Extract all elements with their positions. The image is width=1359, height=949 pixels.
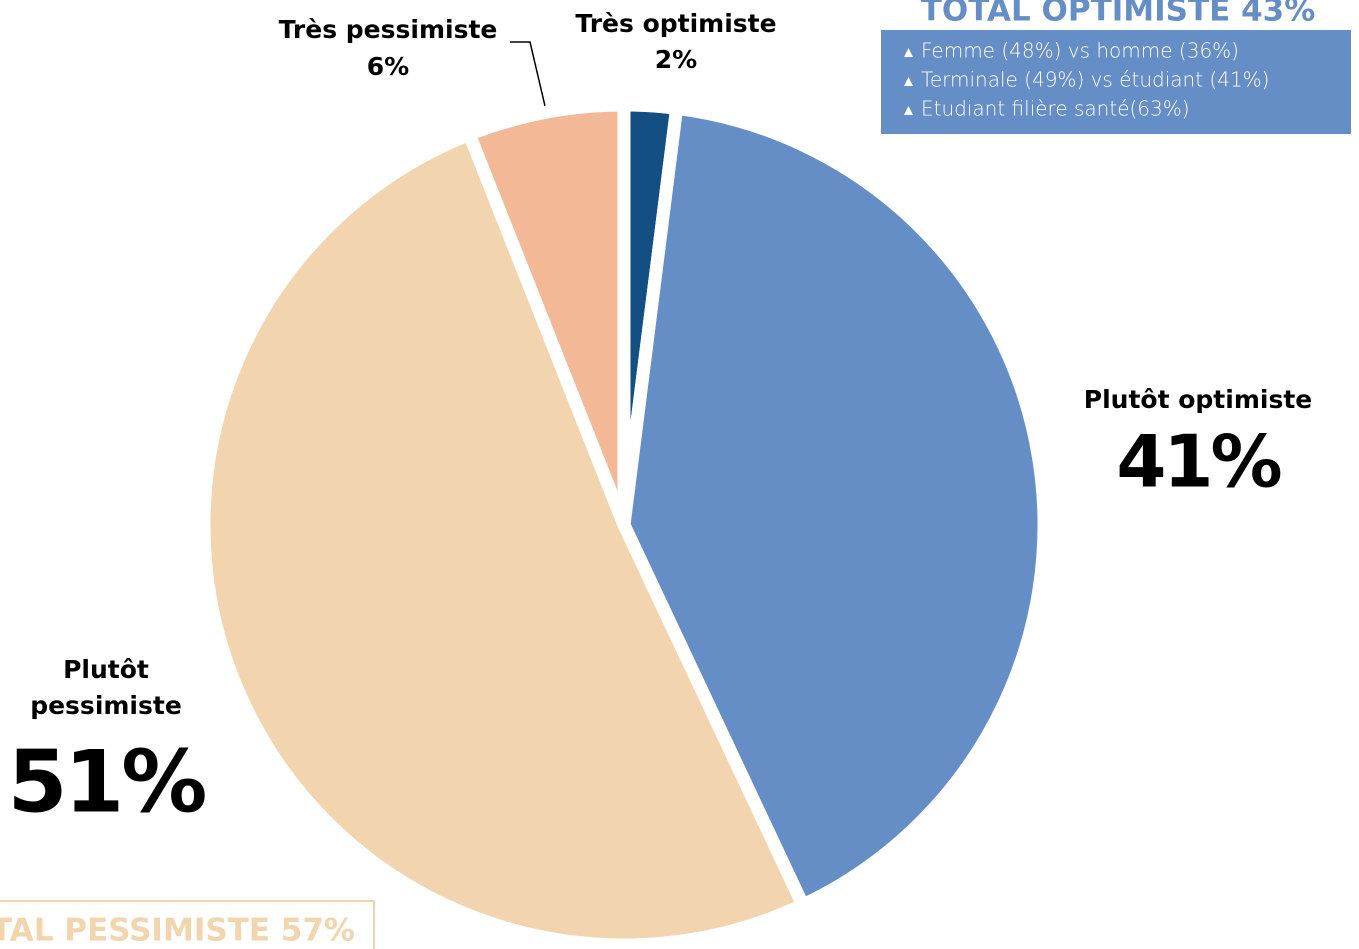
optimist-detail: Etudiant filière santé(63%) [921, 97, 1190, 121]
slice [462, 98, 631, 532]
bullet [904, 48, 913, 57]
value-label: 41% [1116, 420, 1280, 504]
value-label: 6% [367, 52, 409, 81]
value-label: 2% [655, 45, 697, 74]
pie [197, 98, 1051, 949]
slice [197, 127, 810, 949]
slice-label: Très optimiste [575, 9, 776, 38]
optimist-detail: Terminale (49%) vs étudiant (41%) [921, 68, 1269, 92]
slice-label: Très pessimiste [279, 15, 498, 44]
bullet [904, 77, 913, 86]
slice-label: Plutôt optimiste [1084, 385, 1312, 414]
leader-line [510, 41, 546, 107]
optimist-box [881, 30, 1351, 134]
pessimist-total: TOTAL PESSIMISTE 57% [0, 913, 355, 949]
optimist-detail: Femme (48%) vs homme (36%) [921, 39, 1239, 63]
slice [617, 101, 1051, 912]
value-label: 51% [8, 732, 206, 832]
pessimist-box [0, 900, 375, 949]
bullet [904, 106, 913, 115]
optimist-total: TOTAL OPTIMISTE 43% [921, 0, 1316, 29]
slice-label: pessimiste [30, 691, 182, 720]
slice-label: Plutôt [63, 655, 149, 684]
